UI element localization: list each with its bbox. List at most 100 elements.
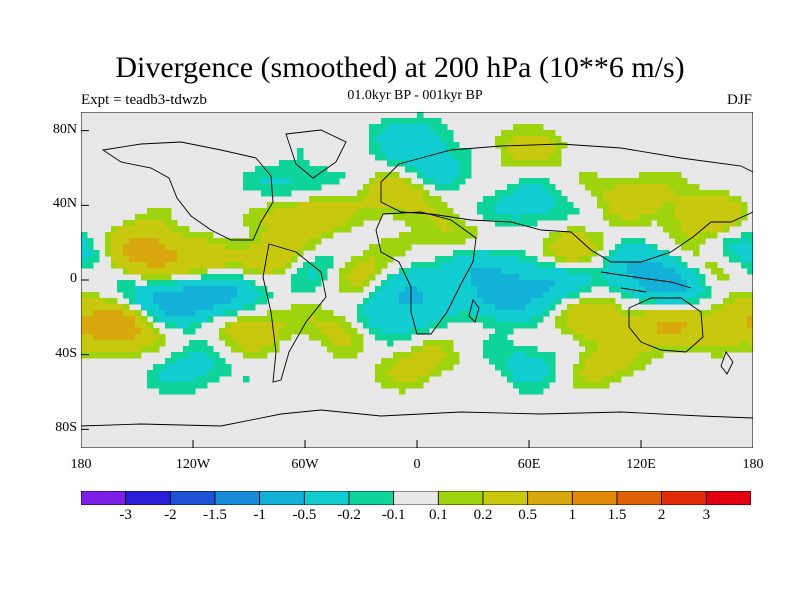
field-cell <box>261 172 268 179</box>
field-cell <box>411 148 418 155</box>
field-cell <box>177 292 184 299</box>
field-cell <box>609 370 616 377</box>
field-cell <box>225 304 232 311</box>
field-cell <box>237 340 244 347</box>
field-cell <box>501 328 508 335</box>
field-cell <box>267 190 274 197</box>
field-cell <box>459 310 466 317</box>
field-cell <box>657 250 664 257</box>
field-cell <box>291 256 298 263</box>
field-cell <box>333 322 340 329</box>
field-cell <box>381 292 388 299</box>
field-cell <box>573 382 580 389</box>
field-cell <box>627 334 634 341</box>
field-cell <box>495 142 502 149</box>
field-cell <box>303 328 310 335</box>
field-cell <box>735 238 742 245</box>
field-cell <box>591 190 598 197</box>
field-cell <box>675 268 682 275</box>
field-cell <box>339 280 346 287</box>
field-cell <box>117 286 124 293</box>
field-cell <box>723 346 730 353</box>
field-cell <box>183 382 190 389</box>
field-cell <box>309 310 316 317</box>
field-cell <box>333 178 340 185</box>
field-cell <box>519 268 526 275</box>
field-cell <box>399 328 406 335</box>
field-cell <box>369 256 376 263</box>
field-cell <box>423 136 430 143</box>
field-cell <box>621 274 628 281</box>
field-cell <box>471 226 478 233</box>
field-cell <box>87 250 94 257</box>
field-cell <box>339 220 346 227</box>
field-cell <box>573 208 580 215</box>
field-cell <box>447 238 454 245</box>
field-cell <box>339 274 346 281</box>
field-cell <box>717 214 724 221</box>
field-cell <box>249 280 256 287</box>
field-cell <box>699 220 706 227</box>
field-cell <box>549 298 556 305</box>
field-cell <box>477 286 484 293</box>
field-cell <box>717 334 724 341</box>
field-cell <box>579 274 586 281</box>
field-cell <box>549 136 556 143</box>
field-cell <box>495 274 502 281</box>
field-cell <box>381 148 388 155</box>
field-cell <box>183 262 190 269</box>
field-cell <box>723 190 730 197</box>
field-cell <box>561 274 568 281</box>
field-cell <box>501 256 508 263</box>
field-cell <box>591 310 598 317</box>
field-cell <box>633 364 640 371</box>
field-cell <box>279 244 286 251</box>
field-cell <box>279 190 286 197</box>
field-cell <box>453 172 460 179</box>
field-cell <box>255 292 262 299</box>
field-cell <box>129 244 136 251</box>
field-cell <box>261 166 268 173</box>
field-cell <box>435 292 442 299</box>
field-cell <box>573 364 580 371</box>
field-cell <box>147 340 154 347</box>
field-cell <box>645 334 652 341</box>
field-cell <box>411 376 418 383</box>
field-cell <box>555 292 562 299</box>
field-cell <box>627 220 634 227</box>
field-cell <box>375 196 382 203</box>
field-cell <box>375 256 382 263</box>
field-cell <box>525 376 532 383</box>
field-cell <box>639 364 646 371</box>
field-cell <box>135 226 142 233</box>
field-cell <box>87 292 94 299</box>
field-cell <box>747 310 753 317</box>
field-cell <box>447 340 454 347</box>
field-cell <box>645 208 652 215</box>
field-cell <box>561 250 568 257</box>
field-cell <box>417 226 424 233</box>
field-cell <box>189 382 196 389</box>
field-cell <box>171 382 178 389</box>
field-cell <box>249 262 256 269</box>
field-cell <box>81 250 88 257</box>
field-cell <box>201 376 208 383</box>
field-cell <box>513 358 520 365</box>
field-cell <box>165 226 172 233</box>
field-cell <box>279 250 286 257</box>
field-cell <box>645 184 652 191</box>
field-cell <box>447 346 454 353</box>
field-cell <box>177 256 184 263</box>
field-cell <box>237 256 244 263</box>
field-cell <box>441 154 448 161</box>
field-cell <box>513 268 520 275</box>
field-cell <box>681 232 688 239</box>
field-cell <box>681 298 688 305</box>
field-cell <box>537 160 544 167</box>
field-cell <box>681 262 688 269</box>
field-cell <box>429 166 436 173</box>
field-cell <box>159 340 166 347</box>
field-cell <box>417 328 424 335</box>
field-cell <box>549 208 556 215</box>
field-cell <box>585 328 592 335</box>
